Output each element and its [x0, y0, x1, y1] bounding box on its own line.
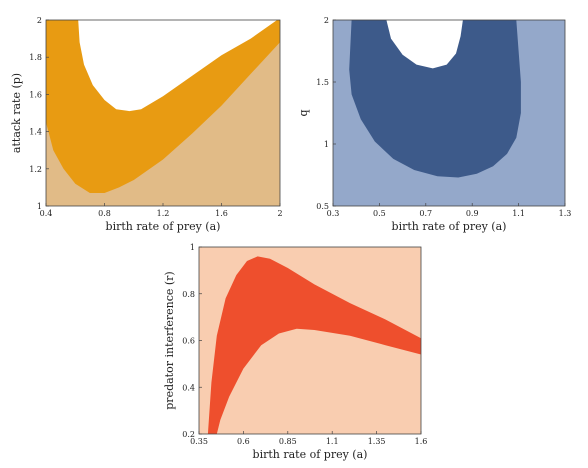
panel-1-y-tick-label: 1 — [37, 202, 42, 211]
panel-2-frame — [332, 19, 566, 207]
panel-1-y-tick-label: 1.6 — [29, 90, 42, 99]
panel-3-x-axis-label: birth rate of prey (a) — [253, 448, 368, 461]
panel-3-x-tick-label: 0.85 — [279, 437, 297, 446]
panel-1-x-tick-label: 1.6 — [215, 209, 228, 218]
panel-1-x-axis-label: birth rate of prey (a) — [106, 220, 221, 233]
panel-2-plot-area — [349, 20, 521, 178]
panel-2-x-tick-label: 0.7 — [419, 209, 432, 218]
panel-3-band-region — [207, 256, 421, 434]
panel-3: 0.35 0.6 0.85 1.1 1.35 1.6 0.2 0.4 0.6 0.8 1 birth … — [163, 243, 427, 461]
panel-3-y-axis-label: predator interference (r) — [163, 271, 176, 409]
panel-3-y-tick-label: 0.2 — [182, 430, 195, 439]
panel-3-y-tick-label: 0.4 — [182, 383, 195, 392]
panel-1-x-tick-label: 1.2 — [157, 209, 170, 218]
panel-1-x-tick-label: 2 — [277, 209, 282, 218]
panel-1-inner-region — [78, 20, 278, 112]
panel-1-x-tick-label: 0.8 — [98, 209, 111, 218]
panel-2-inner-region — [386, 20, 463, 69]
panel-2-y-tick-label: 2 — [324, 16, 329, 25]
panel-2-x-tick-label: 0.5 — [373, 209, 386, 218]
panel-1-plot-area — [46, 20, 280, 193]
panel-3-plot-area — [207, 256, 421, 434]
panel-2-x-axis-label: birth rate of prey (a) — [392, 220, 507, 233]
panel-2-y-tick-label: 1.5 — [316, 78, 329, 87]
panel-2-y-axis-label: q — [297, 109, 310, 116]
panel-1-x-tick-label: 0.4 — [40, 209, 53, 218]
panel-3-x-tick-label: 1.1 — [326, 437, 339, 446]
panel-3-x-tick-label: 1.35 — [368, 437, 386, 446]
panel-1-y-tick-label: 1.4 — [29, 128, 42, 137]
panel-1: 0.4 0.8 1.2 1.6 2 1 1.2 1.4 1.6 1.8 2 birth rate of… — [10, 16, 283, 233]
panel-3-y-tick-label: 1 — [190, 243, 195, 252]
panel-3-x-tick-label: 0.6 — [237, 437, 250, 446]
panel-1-y-tick-label: 1.8 — [29, 53, 42, 62]
panel-2-y-tick-label: 1 — [324, 140, 329, 149]
panel-3-x-tick-label: 0.35 — [190, 437, 208, 446]
panel-2-x-tick-label: 1.1 — [512, 209, 525, 218]
panel-3-y-tick-label: 0.8 — [182, 290, 195, 299]
panel-1-y-tick-label: 2 — [37, 16, 42, 25]
panel-2-x-tick-label: 0.3 — [327, 209, 340, 218]
panel-2-y-tick-label: 0.5 — [316, 202, 329, 211]
panel-1-y-tick-label: 1.2 — [29, 165, 42, 174]
panel-2-x-tick-label: 0.9 — [466, 209, 479, 218]
panel-2-band-region — [349, 20, 521, 178]
panel-1-y-axis-label: attack rate (p) — [10, 73, 23, 153]
panel-2-x-tick-label: 1.3 — [559, 209, 572, 218]
panel-3-y-tick-label: 0.6 — [182, 337, 195, 346]
panel-3-x-tick-label: 1.6 — [415, 437, 428, 446]
